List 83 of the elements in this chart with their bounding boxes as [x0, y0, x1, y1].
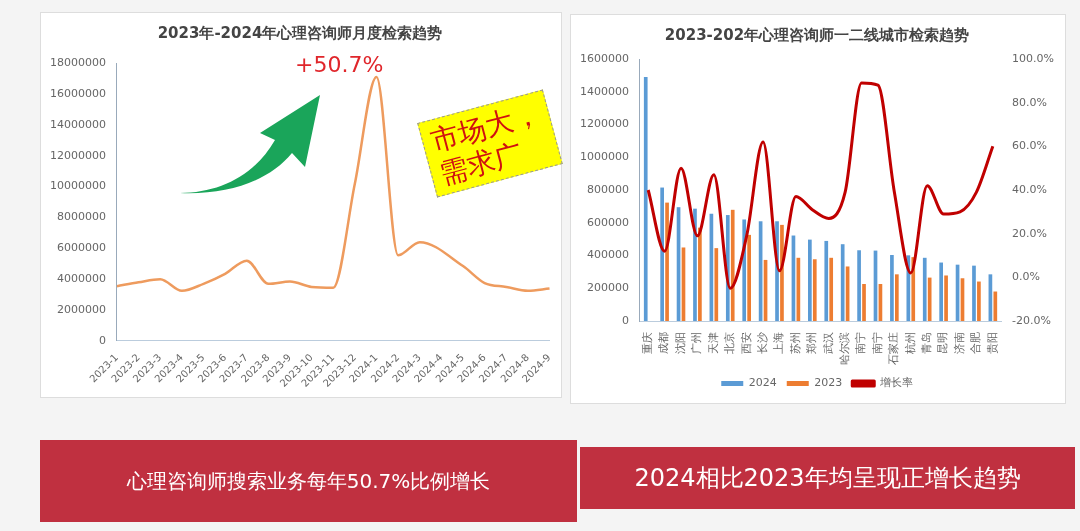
y2-tick-label: 20.0% [1012, 226, 1048, 240]
bar [977, 281, 981, 321]
bar [747, 234, 751, 321]
y-tick-label: 4000000 [56, 272, 106, 286]
y-tick-label: 1200000 [579, 117, 629, 131]
legend-label: 2023 [814, 376, 843, 390]
y-tick-label: 0 [98, 333, 106, 347]
bar [714, 248, 719, 321]
bar [927, 277, 932, 321]
bar [894, 274, 899, 321]
x-tick-label: 合肥 [969, 332, 983, 354]
y-tick-label: 400000 [586, 248, 629, 262]
legend-label: 2024 [748, 376, 777, 390]
bar [730, 209, 735, 321]
y-tick-label: 1400000 [579, 84, 629, 98]
annotation: 市场大，需求广 [417, 89, 563, 198]
y2-tick-label: -20.0% [1012, 313, 1051, 327]
y-tick-label: 1000000 [579, 150, 629, 164]
y-tick-label: 0 [621, 313, 629, 327]
x-tick-label: 北京 [723, 332, 737, 354]
y-tick-label: 10000000 [49, 179, 106, 193]
bar [660, 187, 664, 321]
bar [812, 259, 817, 321]
text: 心理咨询师搜索业务每年50.7%比例增长 [40, 440, 577, 522]
y-tick-label: 8000000 [56, 210, 106, 224]
x-tick-label: 成都 [657, 332, 671, 354]
bar [698, 227, 702, 321]
x-tick-label: 哈尔滨 [838, 332, 851, 365]
y2-tick-label: 40.0% [1012, 182, 1048, 196]
x-tick-label: 沈阳 [673, 332, 687, 354]
bar [993, 291, 998, 321]
x-tick-label: 济南 [952, 332, 966, 354]
x-tick-label: 青岛 [920, 332, 934, 354]
x-tick-label: 南宁 [854, 332, 868, 354]
y2-tick-label: 0.0% [1012, 270, 1041, 284]
x-tick-label: 重庆 [641, 332, 655, 354]
chart-title: 2023-202年心理咨询师一二线城市检索趋势 [664, 25, 970, 44]
bar [862, 283, 866, 321]
y2-tick-label: 60.0% [1012, 139, 1048, 153]
y2-tick-label: 100.0% [1012, 51, 1055, 65]
y-tick-label: 600000 [586, 215, 629, 229]
bar [693, 208, 697, 321]
y-tick-label: 16000000 [49, 86, 106, 100]
x-tick-label: 昆明 [936, 332, 950, 354]
bar [939, 262, 943, 321]
x-tick-label: 杭州 [903, 332, 917, 355]
x-tick-label: 南宁 [870, 332, 884, 354]
bar [857, 250, 861, 321]
line-series [646, 81, 995, 290]
x-tick-label: 广州 [690, 332, 704, 354]
bar [972, 265, 976, 321]
y-tick-label: 12000000 [49, 148, 106, 162]
bar [643, 77, 648, 321]
x-tick-label: 天津 [706, 332, 720, 354]
y-tick-label: 2000000 [56, 302, 106, 316]
bar [665, 202, 669, 321]
bar [840, 244, 845, 321]
legend-label: 增长率 [878, 376, 913, 390]
bar [890, 255, 894, 321]
y-tick-label: 14000000 [49, 117, 106, 131]
y2-tick-label: 80.0% [1012, 95, 1048, 109]
bar [829, 257, 834, 321]
y-tick-label: 800000 [586, 182, 629, 196]
x-tick-label: 郑州 [805, 332, 819, 354]
annotation: +50.7% [295, 52, 384, 77]
bar [808, 239, 812, 321]
x-tick-label: 贵阳 [985, 332, 999, 354]
x-tick-label: 长沙 [755, 332, 769, 354]
bar [824, 240, 829, 321]
x-tick-label: 西安 [739, 332, 753, 354]
y-tick-label: 6000000 [56, 241, 106, 255]
y-tick-label: 200000 [586, 281, 629, 295]
x-tick-label: 苏州 [788, 332, 802, 354]
text: 2024相比2023年均呈现正增长趋势 [580, 447, 1075, 509]
bar [944, 275, 948, 321]
chart-title: 2023年-2024年心理咨询师月度检索趋势 [157, 23, 443, 42]
x-tick-label: 石家庄 [887, 332, 901, 365]
x-tick-label: 武汉 [821, 332, 835, 354]
x-tick-label: 上海 [772, 332, 786, 354]
bar [922, 257, 927, 321]
y-tick-label: 18000000 [49, 55, 106, 69]
line-series [115, 75, 551, 293]
y-tick-label: 1600000 [579, 51, 629, 65]
